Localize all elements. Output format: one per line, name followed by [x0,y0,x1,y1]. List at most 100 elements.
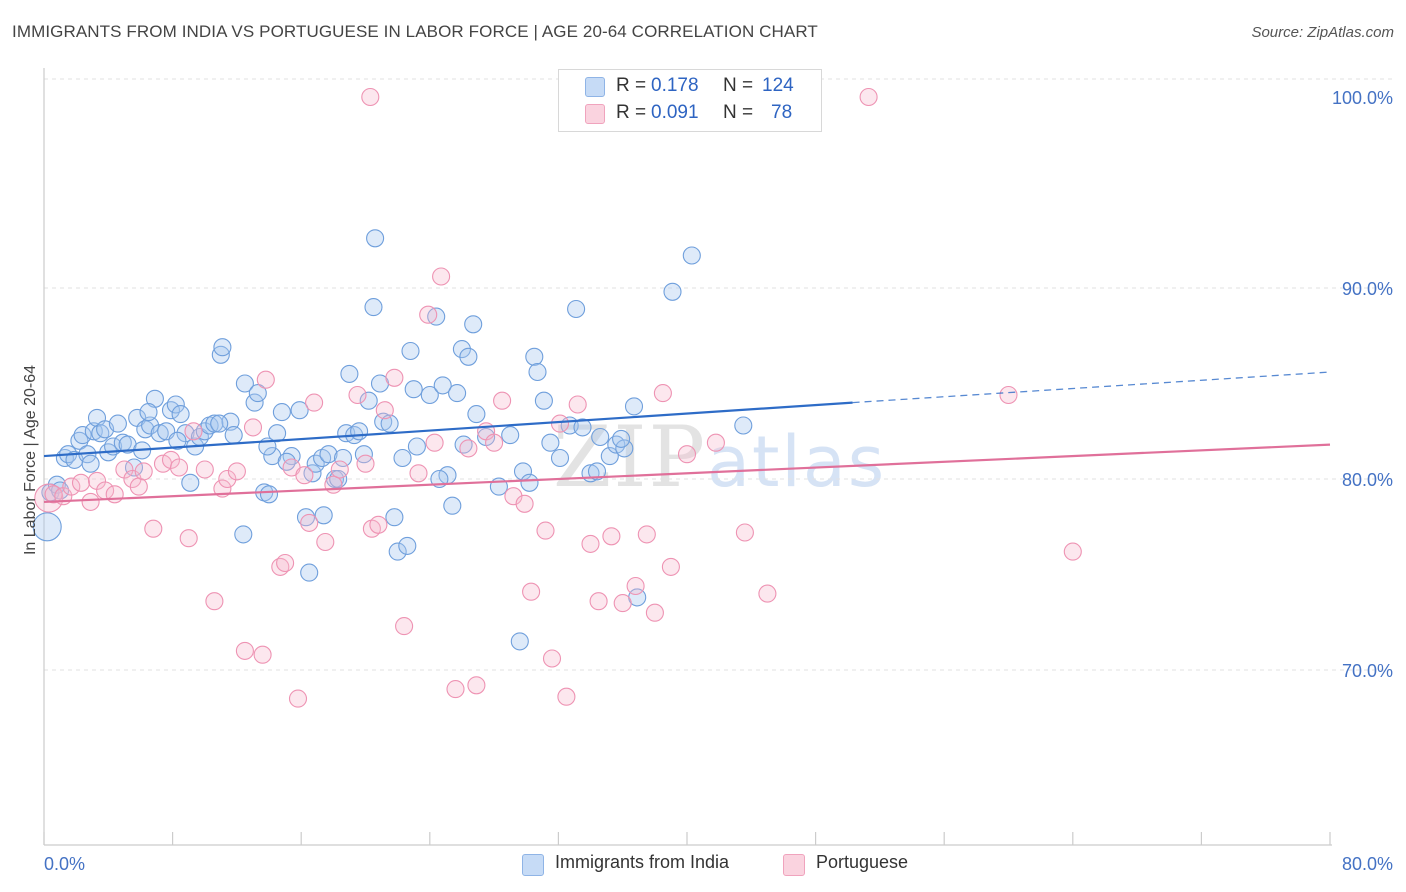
bottom-legend-swatch-india [522,854,544,876]
point-portuguese [256,370,275,389]
point-portuguese [361,87,380,107]
point-portuguese [348,385,367,405]
point-india [573,418,592,437]
axes [43,68,1332,846]
point-portuguese [419,305,438,324]
point-india [161,401,181,420]
point-india [388,542,407,561]
point-india [433,376,452,395]
point-portuguese [677,445,697,464]
point-india [205,414,224,433]
legend-swatch-india [585,77,605,97]
legend-n-label: N = [723,102,754,123]
point-portuguese [276,553,295,573]
legend-r-value-portuguese: 0.091 [651,102,699,123]
bottom-legend-label-india: Immigrants from India [555,852,730,872]
point-portuguese [1063,542,1082,561]
point-india [259,485,279,504]
point-india [354,445,373,464]
point-india [374,412,393,431]
point-portuguese [550,414,570,433]
trend-line-india [43,401,853,458]
point-portuguese [34,483,64,513]
source-credit: Source: ZipAtlas.com [1251,24,1394,41]
y-tick-label: 80.0% [1342,470,1393,490]
trend-line-india-extension [852,371,1331,404]
point-india [501,426,520,445]
point-portuguese [446,680,465,699]
point-india [166,395,185,414]
point-portuguese [637,525,656,544]
point-india [84,422,103,441]
point-india [407,437,426,456]
point-india [520,473,539,492]
point-portuguese [316,532,335,552]
point-portuguese [758,584,777,603]
point-india [108,414,127,433]
point-portuguese [589,592,608,611]
point-portuguese [645,603,664,622]
point-india [615,439,634,458]
legend-n-value-india: 124 [762,75,794,96]
point-portuguese [522,582,541,601]
trend-lines [43,371,1331,504]
point-india [359,391,378,410]
point-india [248,384,267,403]
point-portuguese [542,649,562,668]
point-portuguese [735,523,754,542]
point-portuguese [493,391,512,410]
x-tick-marks [43,832,1331,845]
point-portuguese [369,515,388,534]
point-india [364,298,383,317]
point-india [401,341,420,361]
point-portuguese [129,477,148,496]
point-india [624,397,644,416]
point-india [319,445,338,464]
point-portuguese [330,460,349,479]
y-tick-label: 100.0% [1332,88,1393,108]
watermark: ZIPatlas [553,408,886,506]
series-portuguese-points [34,87,1082,708]
chart-title: IMMIGRANTS FROM INDIA VS PORTUGUESE IN L… [12,22,818,41]
bottom-legend-label-portuguese: Portuguese [816,852,909,872]
bottom-legend-swatch-portuguese [783,854,805,876]
point-portuguese [71,473,91,492]
point-portuguese [859,87,878,107]
point-india [510,632,529,651]
point-india [32,512,62,542]
point-india [139,403,158,422]
point-india [224,426,243,445]
point-india [734,416,753,435]
point-portuguese [144,519,163,538]
point-india [235,374,254,393]
point-india [534,391,553,410]
point-portuguese [425,433,444,452]
point-portuguese [243,418,263,437]
point-india [213,338,232,357]
point-portuguese [305,393,324,412]
point-india [467,405,486,424]
point-india [340,364,359,383]
point-india [81,454,100,473]
series-india-points [32,229,753,651]
point-portuguese [515,494,534,513]
point-india [443,496,462,515]
point-india [221,412,240,431]
point-india [73,426,92,445]
point-india [168,431,187,450]
point-portuguese [218,469,237,489]
point-india [272,403,291,422]
point-portuguese [105,485,124,504]
point-india [393,448,412,468]
point-india [277,452,296,471]
y-axis-label: In Labor Force | Age 20-64 [22,365,39,555]
legend-row-india: R = 0.178 N = 124 [559,74,821,100]
point-india [600,447,619,466]
watermark-atlas: atlas [707,421,887,503]
point-india [682,246,701,265]
point-portuguese [300,513,319,532]
point-portuguese [557,687,576,706]
point-india [150,424,169,443]
point-india [380,414,399,433]
point-india [47,475,66,494]
